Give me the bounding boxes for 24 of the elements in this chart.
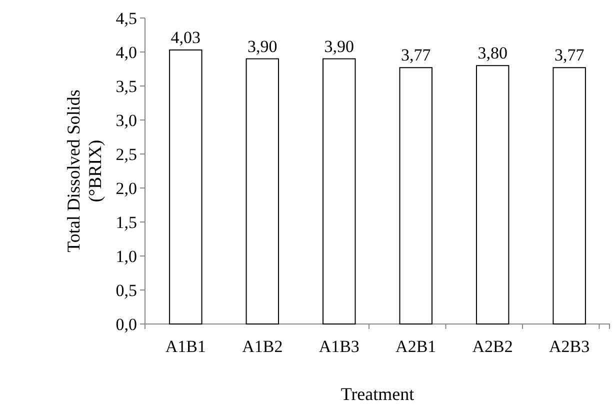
- y-tick-label: 1,0: [116, 246, 137, 266]
- y-tick-label: 2,5: [116, 144, 137, 164]
- x-tick-label: A2B2: [472, 337, 513, 356]
- data-label: 3,90: [324, 36, 354, 56]
- y-tick-label: 2,0: [116, 178, 137, 198]
- data-label: 3,80: [478, 44, 508, 63]
- y-tick-label: 3,0: [116, 110, 137, 130]
- y-tick-label: 0,5: [116, 280, 137, 300]
- x-axis-title: Treatment: [340, 384, 414, 404]
- x-tick-label: A2B1: [396, 337, 436, 356]
- x-tick-label: A2B3: [549, 337, 590, 356]
- y-tick-label: 0,0: [116, 314, 137, 334]
- data-label: 4,03: [170, 28, 201, 47]
- data-label: 3,77: [554, 46, 585, 65]
- y-tick-label: 3,5: [116, 76, 137, 96]
- data-label: 3,90: [248, 36, 278, 56]
- x-tick-label: A1B1: [165, 337, 206, 356]
- y-tick-label: 1,5: [116, 212, 137, 232]
- y-tick-label: 4,0: [116, 42, 137, 62]
- x-tick-label: A1B2: [242, 337, 283, 356]
- y-axis-title: Total Dissolved Solids (°BRIX): [63, 90, 105, 252]
- x-tick-label: A1B3: [318, 337, 360, 356]
- y-tick-label: 4,5: [116, 8, 137, 28]
- data-label: 3,77: [400, 46, 432, 65]
